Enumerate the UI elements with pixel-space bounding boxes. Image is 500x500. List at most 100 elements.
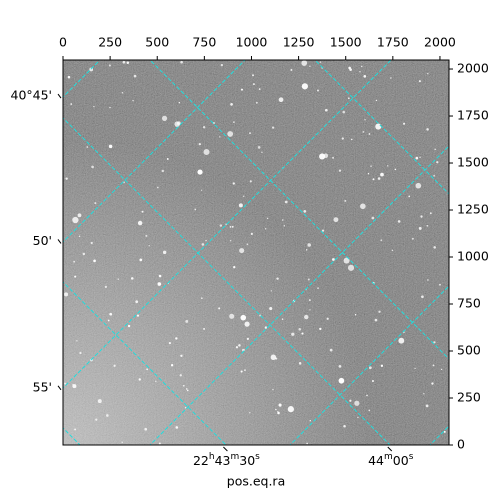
star bbox=[390, 77, 392, 79]
star bbox=[94, 202, 97, 205]
star bbox=[126, 61, 130, 64]
star bbox=[426, 224, 429, 227]
star bbox=[276, 277, 279, 280]
star bbox=[432, 364, 435, 367]
star bbox=[161, 169, 165, 173]
star bbox=[229, 313, 235, 319]
star bbox=[246, 243, 249, 246]
star bbox=[86, 146, 89, 148]
star bbox=[79, 351, 82, 355]
star bbox=[97, 399, 102, 404]
star bbox=[117, 278, 119, 280]
star bbox=[283, 225, 285, 227]
ra-tick bbox=[223, 446, 228, 452]
image-glow bbox=[63, 60, 449, 445]
star bbox=[121, 441, 123, 443]
star bbox=[130, 277, 134, 280]
star bbox=[319, 153, 326, 160]
star bbox=[93, 105, 95, 108]
star bbox=[64, 382, 67, 385]
star bbox=[184, 407, 187, 409]
star bbox=[427, 73, 429, 75]
star bbox=[219, 224, 223, 227]
star bbox=[301, 60, 308, 66]
star bbox=[304, 314, 309, 320]
star bbox=[67, 75, 71, 79]
star bbox=[277, 411, 279, 413]
star bbox=[349, 399, 352, 402]
star bbox=[319, 327, 322, 331]
star bbox=[306, 442, 308, 445]
star bbox=[377, 177, 381, 180]
star bbox=[366, 394, 368, 397]
star bbox=[321, 229, 325, 232]
star bbox=[415, 182, 422, 189]
image bbox=[63, 60, 449, 445]
star bbox=[240, 370, 243, 373]
star bbox=[270, 290, 272, 292]
x-tick-label: 2000 bbox=[424, 35, 456, 50]
dec-tick bbox=[57, 385, 62, 391]
star bbox=[329, 348, 333, 352]
star bbox=[238, 203, 243, 208]
ra-tick bbox=[387, 446, 393, 452]
dec-tick bbox=[57, 93, 62, 99]
star bbox=[350, 138, 353, 141]
star bbox=[391, 249, 394, 252]
star bbox=[257, 146, 261, 149]
star bbox=[298, 362, 302, 365]
star bbox=[230, 103, 233, 106]
dec-tick-label: 50' bbox=[33, 233, 52, 248]
star bbox=[387, 165, 389, 167]
dec-tick-label: 40°45' bbox=[11, 88, 53, 103]
star bbox=[443, 430, 446, 433]
y-tick-label: 2000 bbox=[457, 61, 489, 76]
star bbox=[252, 83, 255, 86]
star bbox=[240, 314, 247, 321]
star bbox=[403, 122, 406, 125]
star bbox=[332, 156, 334, 159]
grid-line bbox=[149, 145, 449, 445]
star bbox=[431, 382, 434, 385]
star bbox=[348, 66, 351, 70]
star bbox=[194, 208, 197, 211]
star bbox=[362, 130, 365, 133]
star bbox=[238, 344, 241, 347]
star bbox=[338, 377, 345, 384]
star bbox=[82, 252, 86, 256]
star bbox=[232, 182, 235, 185]
star bbox=[135, 300, 139, 304]
y-tick-label: 750 bbox=[457, 296, 481, 311]
star bbox=[398, 337, 405, 344]
star bbox=[65, 177, 68, 180]
star bbox=[166, 158, 169, 160]
frame bbox=[62, 59, 450, 446]
star bbox=[255, 101, 258, 104]
star bbox=[333, 217, 339, 223]
star bbox=[418, 80, 421, 83]
star bbox=[418, 226, 422, 230]
star bbox=[179, 374, 182, 377]
star bbox=[202, 126, 206, 129]
star bbox=[78, 235, 81, 238]
star bbox=[235, 346, 239, 349]
star bbox=[367, 172, 370, 175]
star bbox=[423, 393, 425, 395]
star bbox=[426, 128, 429, 131]
star bbox=[156, 186, 159, 189]
star bbox=[338, 169, 342, 172]
star bbox=[144, 427, 148, 431]
star bbox=[197, 169, 203, 175]
star bbox=[272, 388, 274, 391]
star bbox=[338, 364, 342, 368]
x-tick-label: 750 bbox=[192, 35, 216, 50]
grid-line bbox=[63, 60, 392, 389]
star bbox=[252, 74, 254, 77]
star bbox=[326, 317, 329, 320]
grid-line bbox=[314, 60, 449, 195]
star bbox=[239, 248, 245, 254]
star bbox=[287, 406, 294, 413]
star bbox=[308, 299, 311, 302]
star bbox=[219, 136, 221, 138]
star bbox=[158, 274, 162, 278]
